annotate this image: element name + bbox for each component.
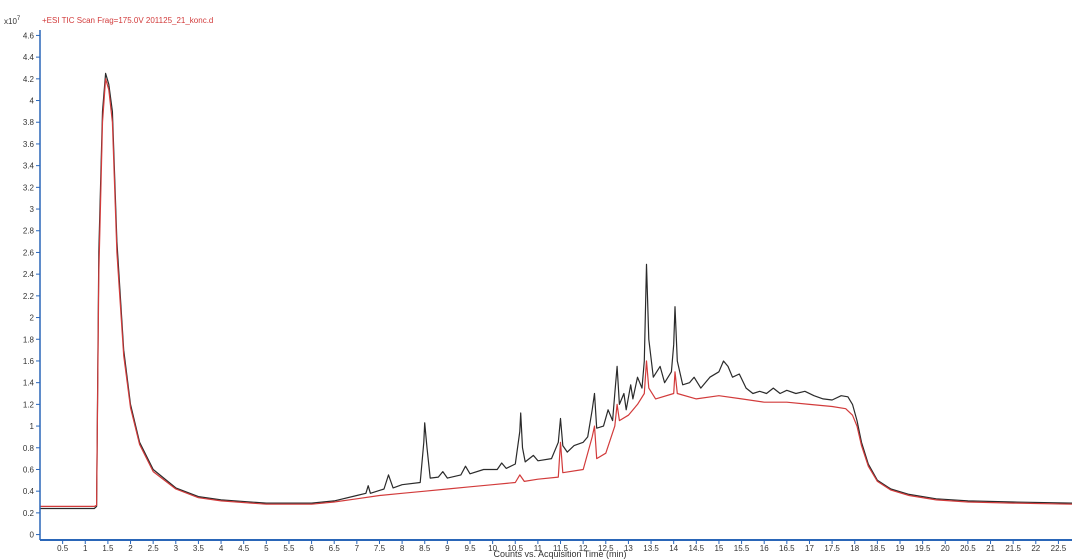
y-tick-label: 4.2 bbox=[23, 75, 35, 84]
x-tick-label: 4.5 bbox=[238, 544, 250, 553]
x-tick-label: 21.5 bbox=[1005, 544, 1021, 553]
y-tick-label: 4.6 bbox=[23, 31, 35, 40]
y-tick-label: 0.8 bbox=[23, 444, 35, 453]
y-tick-label: 0 bbox=[30, 531, 35, 540]
x-tick-label: 21 bbox=[986, 544, 995, 553]
x-axis-title: Counts vs. Acquisition Time (min) bbox=[493, 549, 626, 559]
x-tick-label: 7 bbox=[355, 544, 360, 553]
x-tick-label: 15 bbox=[714, 544, 723, 553]
x-tick-label: 0.5 bbox=[57, 544, 69, 553]
x-tick-label: 3 bbox=[174, 544, 179, 553]
x-tick-label: 6 bbox=[309, 544, 314, 553]
x-tick-label: 14 bbox=[669, 544, 678, 553]
y-tick-label: 1 bbox=[30, 422, 35, 431]
y-tick-label: 2.2 bbox=[23, 292, 35, 301]
y-tick-label: 3.8 bbox=[23, 118, 35, 127]
x-tick-label: 8 bbox=[400, 544, 405, 553]
x-tick-label: 3.5 bbox=[193, 544, 205, 553]
x-tick-label: 14.5 bbox=[689, 544, 705, 553]
x-tick-label: 2.5 bbox=[148, 544, 160, 553]
x-tick-label: 13 bbox=[624, 544, 633, 553]
x-tick-label: 17.5 bbox=[824, 544, 840, 553]
y-tick-label: 3.4 bbox=[23, 162, 35, 171]
x-tick-label: 1 bbox=[83, 544, 88, 553]
x-tick-label: 10.5 bbox=[507, 544, 523, 553]
y-tick-label: 2 bbox=[30, 314, 35, 323]
y-axis-multiplier: x107 bbox=[4, 16, 21, 26]
x-tick-label: 16 bbox=[760, 544, 769, 553]
y-tick-label: 2.6 bbox=[23, 248, 35, 257]
x-tick-label: 9.5 bbox=[464, 544, 476, 553]
y-tick-label: 0.4 bbox=[23, 487, 35, 496]
y-tick-label: 3 bbox=[30, 205, 35, 214]
series-line-black bbox=[40, 72, 1072, 510]
x-tick-label: 12 bbox=[579, 544, 588, 553]
trace-label: +ESI TIC Scan Frag=175.0V 201125_21_konc… bbox=[42, 16, 213, 25]
y-tick-label: 1.6 bbox=[23, 357, 35, 366]
y-tick-label: 2.8 bbox=[23, 227, 35, 236]
x-tick-label: 12.5 bbox=[598, 544, 614, 553]
x-tick-label: 11.5 bbox=[553, 544, 569, 553]
y-tick-label: 0.6 bbox=[23, 465, 35, 474]
x-tick-label: 19.5 bbox=[915, 544, 931, 553]
x-tick-label: 18.5 bbox=[870, 544, 886, 553]
x-tick-label: 22 bbox=[1031, 544, 1040, 553]
x-tick-label: 1.5 bbox=[102, 544, 114, 553]
x-axis-ticks: 0.5 1 1.5 2 2.5 3 3.5 4 4.5 5 5.5 6 6.5 7 7.5 8 8.5 9 9.5 1… bbox=[57, 540, 1067, 553]
x-tick-label: 11 bbox=[534, 544, 543, 553]
x-tick-label: 6.5 bbox=[329, 544, 341, 553]
y-tick-label: 2.4 bbox=[23, 270, 35, 279]
x-tick-label: 18 bbox=[850, 544, 859, 553]
x-tick-label: 22.5 bbox=[1051, 544, 1067, 553]
series-line-red bbox=[40, 78, 1072, 507]
x-tick-label: 13.5 bbox=[643, 544, 659, 553]
x-tick-label: 2 bbox=[128, 544, 133, 553]
y-tick-label: 1.4 bbox=[23, 379, 35, 388]
y-tick-label: 3.2 bbox=[23, 183, 35, 192]
x-tick-label: 20 bbox=[941, 544, 950, 553]
x-tick-label: 4 bbox=[219, 544, 224, 553]
x-tick-label: 8.5 bbox=[419, 544, 431, 553]
y-tick-label: 4.4 bbox=[23, 53, 35, 62]
x-tick-label: 10 bbox=[488, 544, 497, 553]
x-tick-label: 20.5 bbox=[960, 544, 976, 553]
x-tick-label: 9 bbox=[445, 544, 450, 553]
x-tick-label: 15.5 bbox=[734, 544, 750, 553]
y-tick-label: 0.2 bbox=[23, 509, 35, 518]
y-tick-label: 1.2 bbox=[23, 400, 35, 409]
x-tick-label: 16.5 bbox=[779, 544, 795, 553]
x-tick-label: 17 bbox=[805, 544, 814, 553]
x-tick-label: 19 bbox=[896, 544, 905, 553]
x-tick-label: 7.5 bbox=[374, 544, 386, 553]
series-lines bbox=[40, 72, 1072, 510]
y-tick-label: 3.6 bbox=[23, 140, 35, 149]
y-tick-label: 4 bbox=[30, 97, 35, 106]
y-tick-label: 1.8 bbox=[23, 335, 35, 344]
x-tick-label: 5.5 bbox=[283, 544, 295, 553]
x-tick-label: 5 bbox=[264, 544, 269, 553]
